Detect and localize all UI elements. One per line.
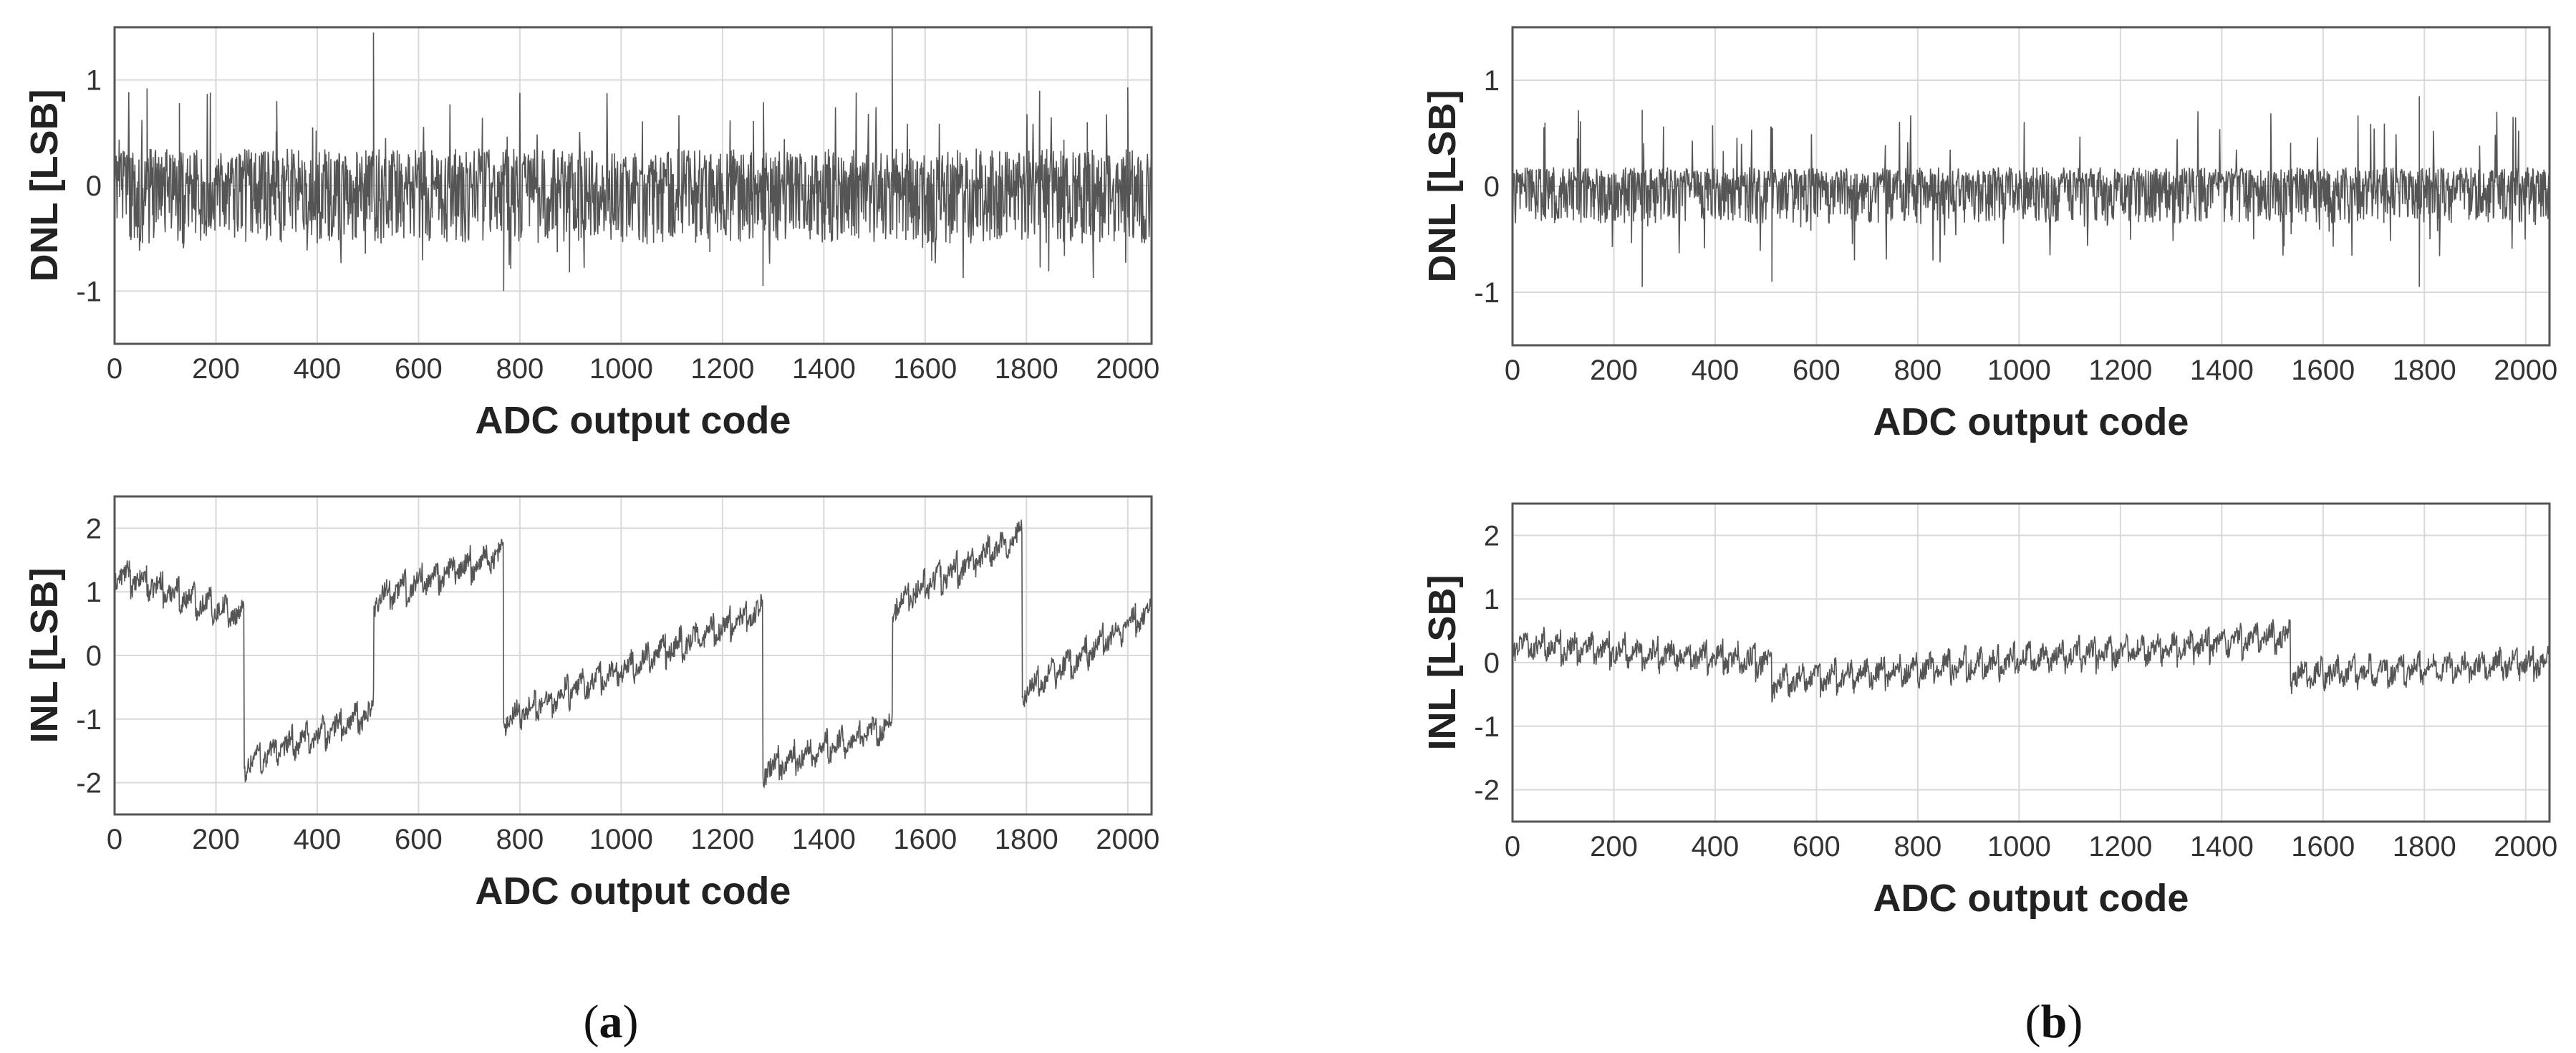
x-tick-label: 600 <box>1793 355 1841 386</box>
x-tick-label: 1000 <box>589 824 653 855</box>
y-tick-label: 1 <box>1484 65 1500 97</box>
y-tick-label: -2 <box>1474 775 1500 807</box>
x-tick-label: 400 <box>1692 831 1740 862</box>
y-axis-label: INL [LSB] <box>1421 575 1464 751</box>
y-tick-label: 1 <box>86 65 102 97</box>
x-tick-label: 200 <box>1590 831 1638 862</box>
x-tick-label: 1600 <box>2291 831 2355 862</box>
x-tick-label: 1000 <box>1987 831 2051 862</box>
panel-label-b: (b) <box>2025 996 2083 1048</box>
plot-b-inl: 0 200 400 600 800 1000 1200 1400 1600 1800 2000 -2 -… <box>1421 502 2557 920</box>
x-tick-label: 800 <box>496 824 544 855</box>
x-tick-label: 2000 <box>2494 831 2557 862</box>
x-tick-label: 600 <box>1793 831 1841 862</box>
series-dnl-trace <box>114 27 1152 292</box>
x-tick-label: 1000 <box>589 353 653 385</box>
y-tick-label: -2 <box>76 768 102 799</box>
x-tick-label: 200 <box>192 353 240 385</box>
x-tick-label: 200 <box>1590 355 1638 386</box>
x-tick-label: 2000 <box>1096 824 1159 855</box>
plot-a-inl: 0 200 400 600 800 1000 1200 1400 1600 1800 2000 -2 -… <box>23 495 1159 913</box>
x-tick-label: 1600 <box>893 824 957 855</box>
plot-frame <box>1511 502 2551 823</box>
x-tick-label: 200 <box>192 824 240 855</box>
y-tick-label: 0 <box>86 640 102 672</box>
y-tick-label: 2 <box>1484 520 1500 552</box>
plot-b-dnl: 0 200 400 600 800 1000 1200 1400 1600 1800 2000 -1 0… <box>1421 26 2557 443</box>
y-tick-label: 2 <box>86 513 102 544</box>
y-tick-label: 1 <box>86 577 102 608</box>
x-tick-label: 800 <box>1894 355 1942 386</box>
x-tick-label: 1400 <box>2190 355 2254 386</box>
y-tick-label: -1 <box>1474 277 1500 309</box>
y-tick-label: -1 <box>76 704 102 736</box>
series-dnl-trace <box>1512 96 2550 287</box>
x-axis-label: ADC output code <box>1873 400 2189 443</box>
plot-frame <box>1511 26 2551 347</box>
y-tick-label: 1 <box>1484 584 1500 615</box>
x-tick-label: 1400 <box>792 824 856 855</box>
x-tick-label: 600 <box>395 824 443 855</box>
x-tick-label: 800 <box>1894 831 1942 862</box>
x-tick-label: 0 <box>107 824 122 855</box>
x-tick-label: 2000 <box>2494 355 2557 386</box>
y-axis-label: INL [LSB] <box>23 568 66 744</box>
x-tick-label: 1400 <box>792 353 856 385</box>
x-tick-label: 1600 <box>893 353 957 385</box>
x-tick-label: 1200 <box>2088 355 2152 386</box>
x-tick-label: 400 <box>294 824 342 855</box>
x-tick-label: 400 <box>294 353 342 385</box>
x-tick-label: 1800 <box>995 353 1058 385</box>
y-tick-label: 0 <box>86 170 102 202</box>
plot-frame <box>113 495 1153 816</box>
x-tick-label: 600 <box>395 353 443 385</box>
x-axis-label: ADC output code <box>476 399 791 442</box>
x-tick-label: 1800 <box>2393 831 2456 862</box>
y-axis-label: DNL [LSB] <box>23 90 66 282</box>
x-axis-label: ADC output code <box>476 870 791 913</box>
y-tick-label: 0 <box>1484 171 1500 203</box>
x-tick-label: 0 <box>1505 355 1520 386</box>
x-tick-label: 1800 <box>995 824 1058 855</box>
x-tick-label: 800 <box>496 353 544 385</box>
x-tick-label: 1800 <box>2393 355 2456 386</box>
panel-label-a: (a) <box>584 996 639 1048</box>
x-tick-label: 0 <box>107 353 122 385</box>
x-tick-label: 1600 <box>2291 355 2355 386</box>
y-tick-label: 0 <box>1484 648 1500 679</box>
x-tick-label: 1200 <box>2088 831 2152 862</box>
x-tick-label: 2000 <box>1096 353 1159 385</box>
y-tick-label: -1 <box>76 276 102 307</box>
series-inl-trace <box>114 519 1152 789</box>
y-axis-label: DNL [LSB] <box>1421 90 1464 283</box>
plot-a-dnl: 0 200 400 600 800 1000 1200 1400 1600 1800 2000 -1 0… <box>23 26 1159 442</box>
x-tick-label: 1200 <box>690 824 754 855</box>
x-tick-label: 1400 <box>2190 831 2254 862</box>
x-tick-label: 1000 <box>1987 355 2051 386</box>
x-tick-label: 400 <box>1692 355 1740 386</box>
plot-frame <box>113 26 1153 345</box>
x-tick-label: 0 <box>1505 831 1520 862</box>
x-axis-label: ADC output code <box>1873 877 2189 920</box>
series-inl-trace <box>1512 619 2550 703</box>
x-tick-label: 1200 <box>690 353 754 385</box>
y-tick-label: -1 <box>1474 711 1500 743</box>
